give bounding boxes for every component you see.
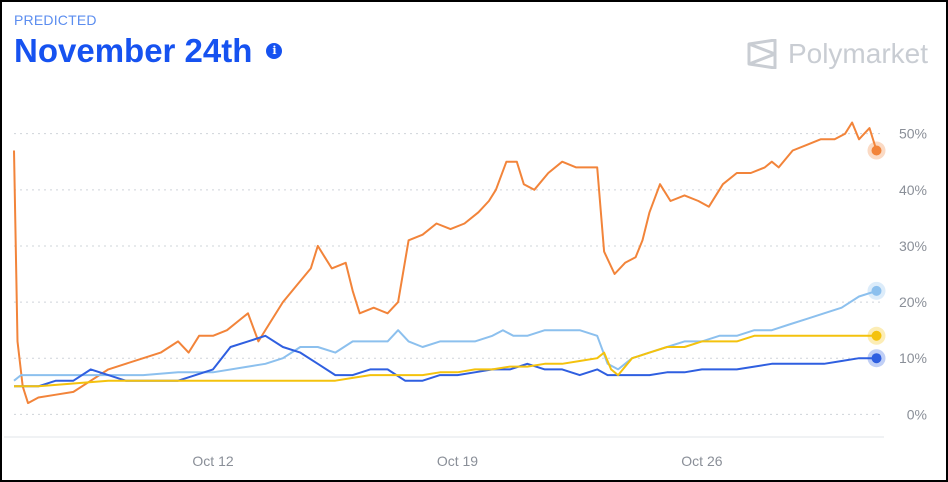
y-tick-label: 40% (899, 182, 927, 198)
axis-layer: 0% 10% 20% 30% 40% 50% Oct 12 Oct 19 Oct 26 (4, 126, 927, 469)
x-tick-label: Oct 19 (437, 453, 478, 469)
y-tick-label: 20% (899, 294, 927, 310)
series-line-3 (14, 334, 877, 388)
polymarket-logo-icon (747, 39, 777, 69)
brand: Polymarket (746, 38, 928, 70)
grid-layer (14, 133, 880, 415)
x-tick-label: Oct 12 (192, 453, 233, 469)
x-tick-label: Oct 26 (681, 453, 722, 469)
marker-layer (867, 141, 886, 368)
series-line-1 (13, 121, 878, 405)
y-tick-label: 0% (907, 406, 927, 422)
series-end-marker (871, 330, 882, 341)
y-tick-label: 50% (899, 126, 927, 142)
headline: November 24th i (14, 32, 283, 70)
series-end-marker (871, 353, 882, 364)
series-line-2 (13, 289, 877, 382)
brand-name: Polymarket (787, 38, 928, 69)
y-tick-label: 30% (899, 238, 927, 254)
series-end-marker (871, 145, 882, 156)
page-title: November 24th (14, 32, 253, 69)
series-line-4 (14, 334, 877, 388)
y-tick-label: 10% (899, 350, 927, 366)
info-icon[interactable]: i (266, 43, 283, 59)
series-layer (13, 121, 878, 405)
series-end-marker (871, 285, 882, 296)
predicted-label: PREDICTED (14, 12, 97, 28)
